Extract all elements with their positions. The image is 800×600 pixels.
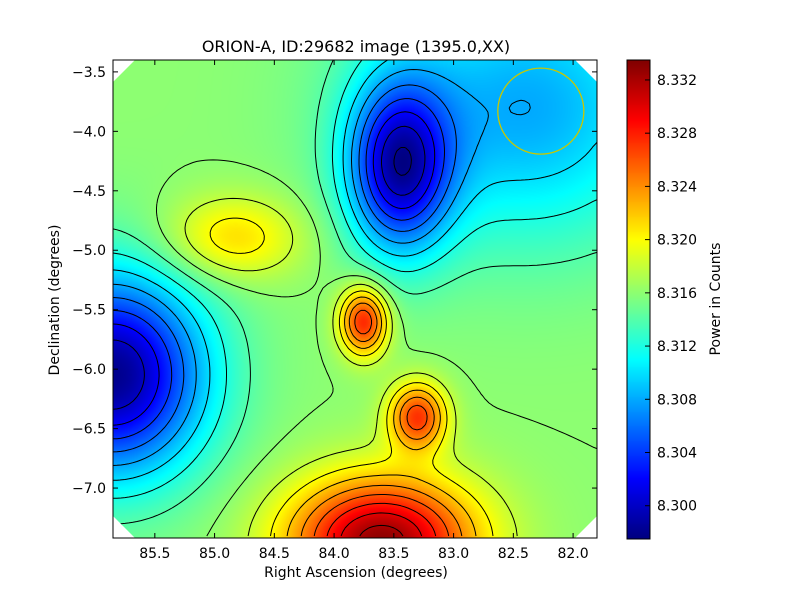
x-tick-label: 82.0	[558, 546, 589, 562]
y-tick-label: −5.5	[72, 303, 106, 319]
contour-level	[113, 84, 457, 453]
colorbar-gradient	[627, 60, 650, 539]
contour-level	[286, 296, 477, 537]
contour-level	[184, 197, 518, 537]
contour-level	[156, 159, 597, 537]
beam-circle	[497, 67, 585, 155]
contour-level	[113, 60, 597, 481]
y-tick-label: −6.5	[72, 422, 106, 438]
plot-area	[112, 59, 598, 539]
y-tick-label: −6.0	[72, 362, 106, 378]
contour-level	[113, 98, 445, 440]
contour-level	[113, 111, 436, 426]
colorbar: 8.300 8.304 8.308 8.312 8.316 8.320 8.324 8.328…	[626, 59, 724, 540]
x-tick-label: 85.5	[139, 546, 170, 562]
y-tick-label: −5.0	[72, 243, 106, 259]
colorbar-frame	[626, 59, 651, 540]
colorbar-tick-label: 8.332	[657, 73, 697, 89]
contour-lines	[113, 60, 597, 537]
contour-level	[300, 302, 463, 537]
x-tick-label: 82.5	[498, 546, 529, 562]
contour-level	[113, 125, 426, 410]
y-axis-label: Declination (degrees)	[47, 225, 63, 376]
x-tick-label: 83.5	[378, 546, 409, 562]
contour-level	[340, 512, 423, 537]
contour-level	[113, 60, 597, 525]
colorbar-tick-label: 8.324	[657, 179, 697, 195]
y-tick-label: −7.0	[72, 481, 106, 497]
chart-title: ORION-A, ID:29682 image (1395.0,XX)	[202, 37, 510, 56]
colorbar-tick-label: 8.328	[657, 126, 697, 142]
colorbar-tick-label: 8.308	[657, 392, 697, 408]
plot-frame	[112, 59, 598, 539]
colorbar-tick-label: 8.304	[657, 446, 697, 462]
colorbar-tick-label: 8.320	[657, 233, 697, 249]
colorbar-tick-label: 8.300	[657, 499, 697, 515]
contour-level	[113, 69, 531, 466]
x-axis: 85.5 85.0 84.5 84.0 83.5 83.0 82.5 82.0	[139, 60, 589, 562]
y-tick-label: −4.0	[72, 124, 106, 140]
contour-level	[209, 217, 494, 537]
y-axis: −3.5 −4.0 −4.5 −5.0 −5.5 −6.0 −6.5 −7.0	[72, 65, 597, 497]
x-tick-label: 84.5	[259, 546, 290, 562]
contour-level	[393, 147, 412, 176]
contour-level	[113, 60, 597, 499]
x-tick-label: 85.0	[199, 546, 230, 562]
colorbar-tick-label: 8.312	[657, 339, 697, 355]
colorbar-label: Power in Counts	[708, 243, 724, 356]
contour-level	[326, 502, 437, 537]
colorbar-tick-label: 8.316	[657, 286, 697, 302]
y-tick-label: −3.5	[72, 65, 106, 81]
x-axis-label: Right Ascension (degrees)	[264, 565, 448, 581]
colorbar-ticks: 8.300 8.304 8.308 8.312 8.316 8.320 8.324 8.328…	[645, 73, 697, 515]
y-tick-label: −4.5	[72, 184, 106, 200]
contour-level	[359, 524, 404, 537]
x-tick-label: 83.0	[438, 546, 469, 562]
contour-level	[313, 309, 450, 537]
x-tick-label: 84.0	[319, 546, 350, 562]
